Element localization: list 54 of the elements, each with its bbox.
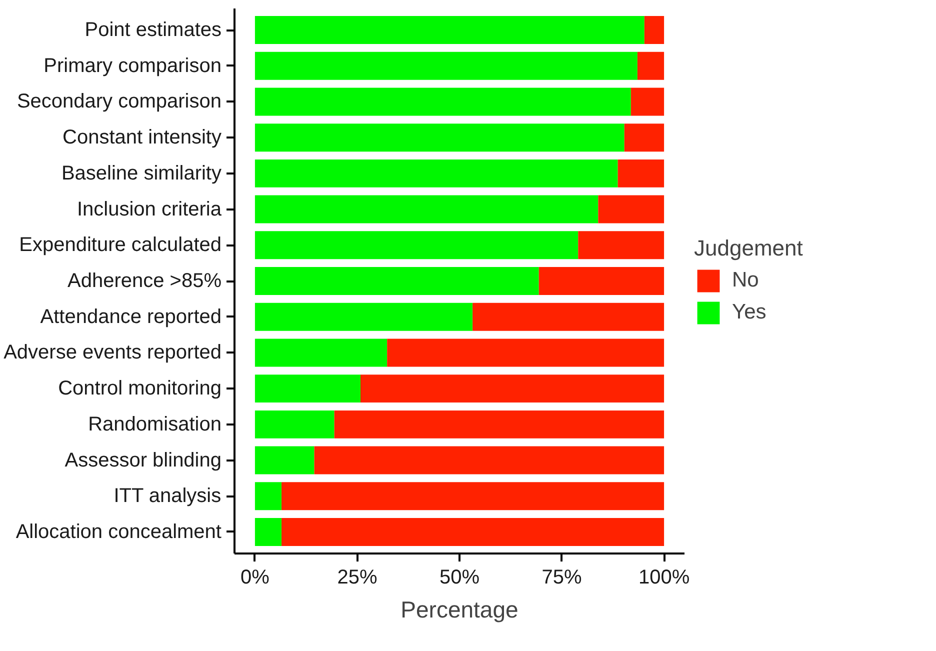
bar <box>254 159 618 188</box>
legend-label: Yes <box>732 300 766 324</box>
bar <box>644 16 664 44</box>
bar <box>630 88 664 116</box>
bar <box>282 482 664 510</box>
x-axis-title: Percentage <box>400 596 518 622</box>
bar <box>637 52 664 80</box>
bar <box>334 410 664 438</box>
bar <box>254 374 360 403</box>
y-tick-label: Adherence >85% <box>67 270 222 292</box>
x-tick-label: 75% <box>542 566 582 588</box>
y-tick-label: Attendance reported <box>40 306 222 328</box>
bar <box>624 124 664 152</box>
bar <box>254 446 314 474</box>
y-tick-label: Secondary comparison <box>16 90 222 113</box>
x-tick-label: 100% <box>638 566 690 588</box>
legend-title: Judgement <box>694 235 803 261</box>
y-tick-label: Baseline similarity <box>61 162 222 184</box>
bar <box>254 267 539 295</box>
bar <box>314 446 664 474</box>
bar <box>618 159 664 188</box>
x-tick-label: 25% <box>337 566 378 588</box>
y-tick-label: Assessor blinding <box>64 449 222 472</box>
bar <box>254 338 388 367</box>
x-tick-label: 0% <box>240 566 270 588</box>
bar <box>254 482 282 510</box>
y-tick-label: Adverse events reported <box>4 342 222 364</box>
bar <box>578 231 664 260</box>
bar <box>254 124 624 152</box>
bar <box>254 195 598 224</box>
bar <box>254 52 638 80</box>
bar <box>360 374 664 403</box>
bar <box>387 338 664 367</box>
y-tick-label: Control monitoring <box>58 378 222 400</box>
x-tick-label: 50% <box>439 566 480 588</box>
y-tick-label: Expenditure calculated <box>19 234 222 256</box>
bar <box>254 302 473 331</box>
y-tick-label: Point estimates <box>84 19 222 42</box>
y-tick-label: ITT analysis <box>114 485 222 508</box>
y-tick-label: Constant intensity <box>62 126 222 149</box>
bar <box>538 267 664 295</box>
bar <box>254 410 334 438</box>
legend-label: No <box>732 268 759 292</box>
y-tick-label: Inclusion criteria <box>77 198 222 220</box>
bar <box>472 302 664 331</box>
bar <box>282 518 664 546</box>
y-tick-label: Randomisation <box>88 413 222 436</box>
bar <box>254 518 282 546</box>
bar <box>598 195 664 224</box>
bar <box>254 88 631 116</box>
y-tick-label: Primary comparison <box>44 54 222 77</box>
bar <box>254 16 644 44</box>
y-tick-label: Allocation concealment <box>16 520 222 543</box>
bar <box>254 231 578 260</box>
